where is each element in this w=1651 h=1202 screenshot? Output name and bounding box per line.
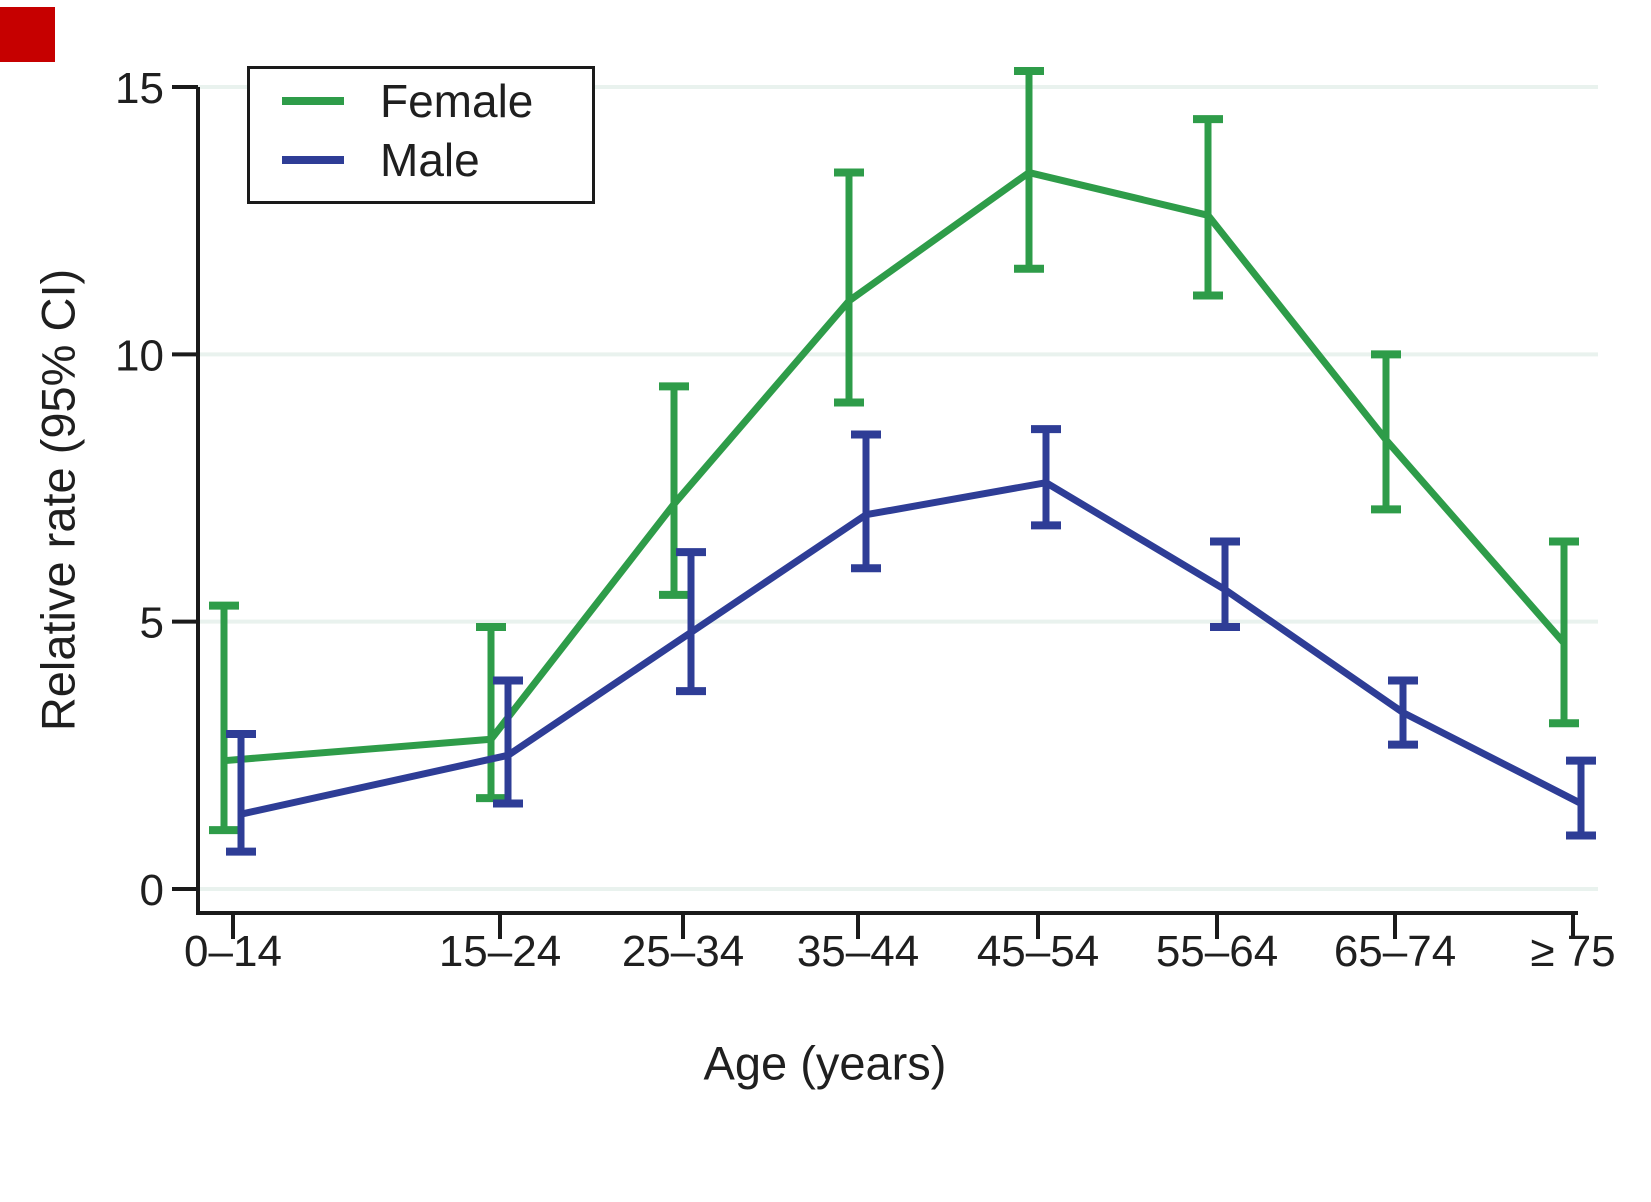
y-axis-title: Relative rate (95% CI) bbox=[31, 268, 85, 732]
x-tick-label-6: 65–74 bbox=[1334, 927, 1456, 976]
x-tick-label-7: ≥ 75 bbox=[1530, 927, 1615, 976]
y-tick-label-10: 10 bbox=[115, 331, 164, 380]
x-tick-label-2: 25–34 bbox=[622, 927, 744, 976]
x-tick-label-5: 55–64 bbox=[1156, 927, 1278, 976]
female-series-line bbox=[223, 169, 1567, 765]
male-line-swatch bbox=[282, 155, 344, 164]
y-tick-label-15: 15 bbox=[115, 64, 164, 113]
x-tick-label-1: 15–24 bbox=[439, 927, 561, 976]
x-tick-label-3: 35–44 bbox=[797, 927, 919, 976]
y-tick-label-0: 0 bbox=[140, 866, 164, 915]
legend-label-male: Male bbox=[380, 133, 480, 186]
corner-marker bbox=[0, 7, 55, 62]
x-tick-label-4: 45–54 bbox=[977, 927, 1099, 976]
x-tick-label-0: 0–14 bbox=[184, 927, 282, 976]
legend-item-female: Female bbox=[282, 76, 592, 126]
legend-label-female: Female bbox=[380, 74, 534, 127]
legend-item-male: Male bbox=[282, 135, 592, 185]
female-line-swatch bbox=[282, 96, 344, 105]
legend: Female Male bbox=[247, 66, 595, 204]
male-series-line bbox=[240, 479, 1583, 818]
x-axis-title: Age (years) bbox=[703, 1036, 947, 1090]
y-tick-label-5: 5 bbox=[140, 599, 164, 648]
